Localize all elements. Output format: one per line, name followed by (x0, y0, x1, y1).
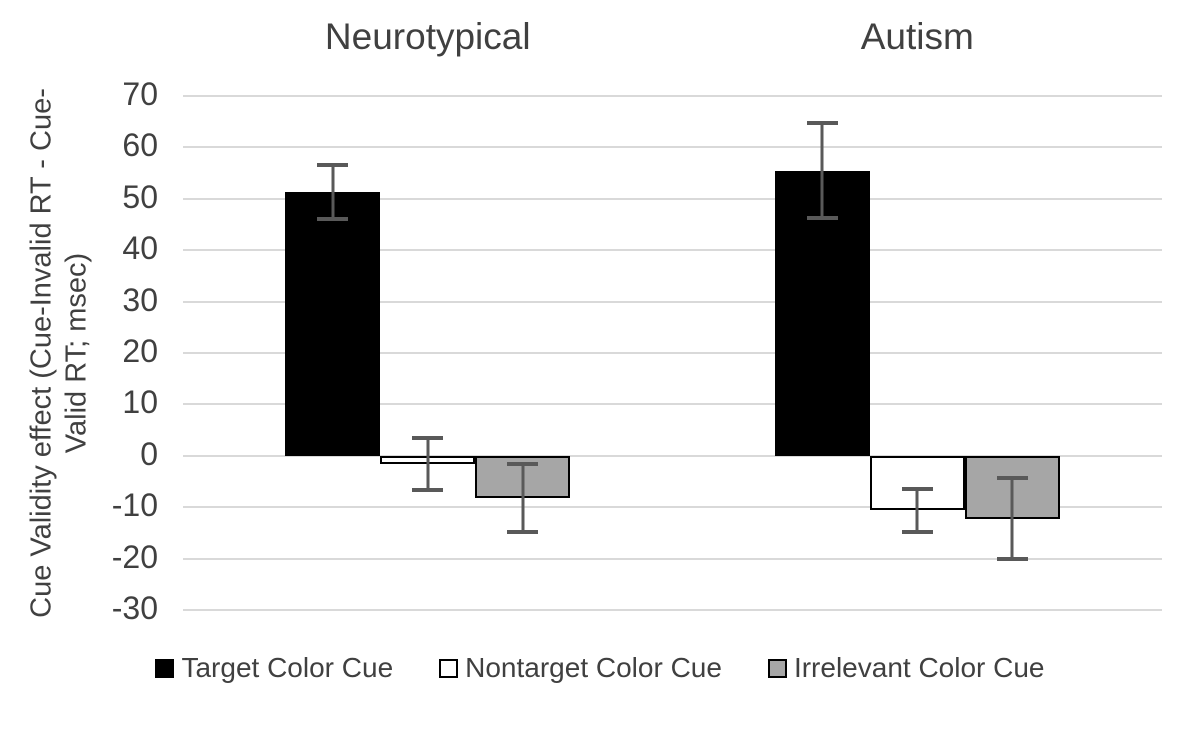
y-tick-label-30: 30 (122, 281, 158, 318)
error-bar-autism-nontarget-color-cue (901, 486, 933, 534)
error-bar-neurotypical-irrelevant-color-cue (507, 461, 539, 534)
error-cap-bottom (806, 216, 838, 221)
gridline-50 (183, 197, 1162, 200)
y-tick-label--10: -10 (111, 487, 158, 524)
legend-swatch-icon (439, 658, 459, 678)
y-tick-label-60: 60 (122, 127, 158, 164)
gridline-30 (183, 300, 1162, 303)
y-tick-label-20: 20 (122, 333, 158, 370)
gridline-60 (183, 146, 1162, 149)
error-cap-bottom (507, 529, 539, 534)
y-tick-label-0: 0 (140, 435, 158, 472)
legend-item-nontarget-color-cue: Nontarget Color Cue (439, 652, 722, 684)
error-stem (820, 120, 824, 221)
panel-title-neurotypical: Neurotypical (324, 16, 531, 57)
gridline-70 (183, 95, 1162, 97)
error-bar-autism-target-color-cue (806, 120, 838, 221)
legend-label: Target Color Cue (181, 652, 394, 683)
legend-swatch-icon (767, 658, 787, 678)
legend-item-target-color-cue: Target Color Cue (155, 652, 393, 684)
y-tick-label-70: 70 (122, 76, 158, 113)
error-stem (915, 486, 919, 534)
gridline-40 (183, 249, 1162, 252)
error-bar-neurotypical-target-color-cue (317, 162, 349, 222)
y-tick-label--30: -30 (111, 590, 158, 627)
gridline-20 (183, 352, 1162, 354)
plot-area (183, 95, 1162, 611)
error-stem (521, 461, 525, 534)
error-stem (426, 435, 430, 493)
legend-item-irrelevant-color-cue: Irrelevant Color Cue (767, 652, 1045, 684)
error-cap-bottom (996, 557, 1028, 562)
error-cap-bottom (317, 217, 349, 222)
gridline-10 (183, 403, 1162, 406)
bar-neurotypical-target-color-cue (285, 192, 381, 456)
y-tick-label-50: 50 (122, 178, 158, 215)
legend-label: Irrelevant Color Cue (793, 652, 1045, 683)
legend-label: Nontarget Color Cue (465, 652, 722, 683)
error-bar-neurotypical-nontarget-color-cue (412, 435, 444, 493)
gridline-0 (183, 454, 1162, 457)
gridline--20 (183, 557, 1162, 560)
bar-autism-target-color-cue (774, 170, 870, 456)
gridline--30 (183, 609, 1162, 611)
legend-swatch-icon (155, 658, 175, 678)
error-bar-autism-irrelevant-color-cue (996, 475, 1028, 562)
gridline--10 (183, 506, 1162, 509)
y-tick-label-40: 40 (122, 230, 158, 267)
error-stem (1010, 475, 1014, 562)
panel-title-autism: Autism (860, 16, 974, 57)
y-tick-label-10: 10 (122, 384, 158, 421)
error-cap-bottom (901, 529, 933, 534)
error-cap-bottom (412, 488, 444, 493)
error-stem (331, 162, 335, 222)
legend: Target Color Cue Nontarget Color Cue Irrel… (0, 652, 1200, 684)
y-tick-label--20: -20 (111, 538, 158, 575)
